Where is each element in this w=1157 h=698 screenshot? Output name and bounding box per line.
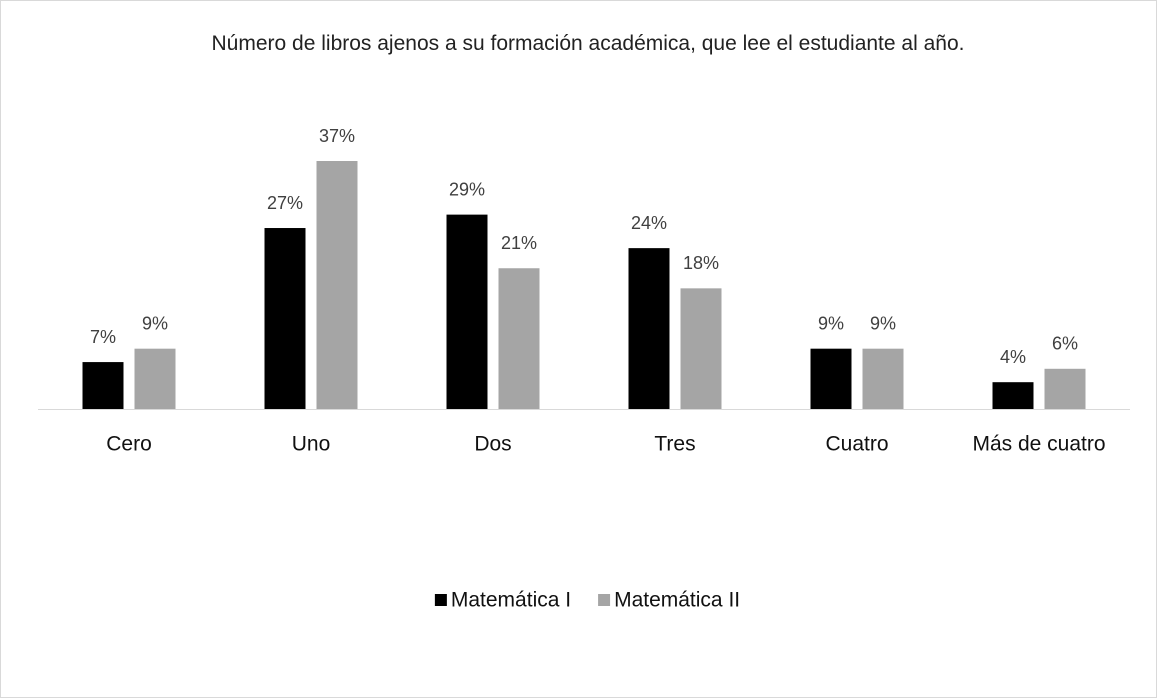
bar <box>264 228 306 409</box>
x-tick-label: Dos <box>474 433 511 456</box>
legend-label: Matemática I <box>451 589 571 612</box>
legend-swatch <box>598 594 611 606</box>
bar <box>862 348 904 409</box>
bar <box>82 362 124 409</box>
x-tick-label: Uno <box>292 433 331 456</box>
x-tick-label: Cero <box>106 433 152 456</box>
bar <box>446 214 488 409</box>
data-label: 24% <box>631 213 667 233</box>
legend-label: Matemática II <box>614 589 740 612</box>
data-label: 9% <box>870 313 896 333</box>
data-label: 9% <box>142 313 168 333</box>
x-tick-label: Cuatro <box>825 433 888 456</box>
bar <box>992 382 1034 409</box>
data-label: 29% <box>449 179 485 199</box>
x-tick-label: Tres <box>654 433 695 456</box>
chart-title: Número de libros ajenos a su formación a… <box>211 32 965 55</box>
bar <box>134 348 176 409</box>
data-label: 27% <box>267 193 303 213</box>
data-label: 18% <box>683 253 719 273</box>
legend-swatch <box>434 594 447 606</box>
bar <box>498 268 540 409</box>
bar <box>810 348 852 409</box>
x-tick-label: Más de cuatro <box>972 433 1105 456</box>
data-label: 6% <box>1052 334 1078 354</box>
bar <box>628 248 670 409</box>
bar <box>316 161 358 409</box>
data-label: 37% <box>319 126 355 146</box>
data-label: 4% <box>1000 347 1026 367</box>
data-label: 7% <box>90 327 116 347</box>
bar <box>680 288 722 409</box>
data-label: 9% <box>818 313 844 333</box>
data-label: 21% <box>501 233 537 253</box>
bar <box>1044 368 1086 409</box>
